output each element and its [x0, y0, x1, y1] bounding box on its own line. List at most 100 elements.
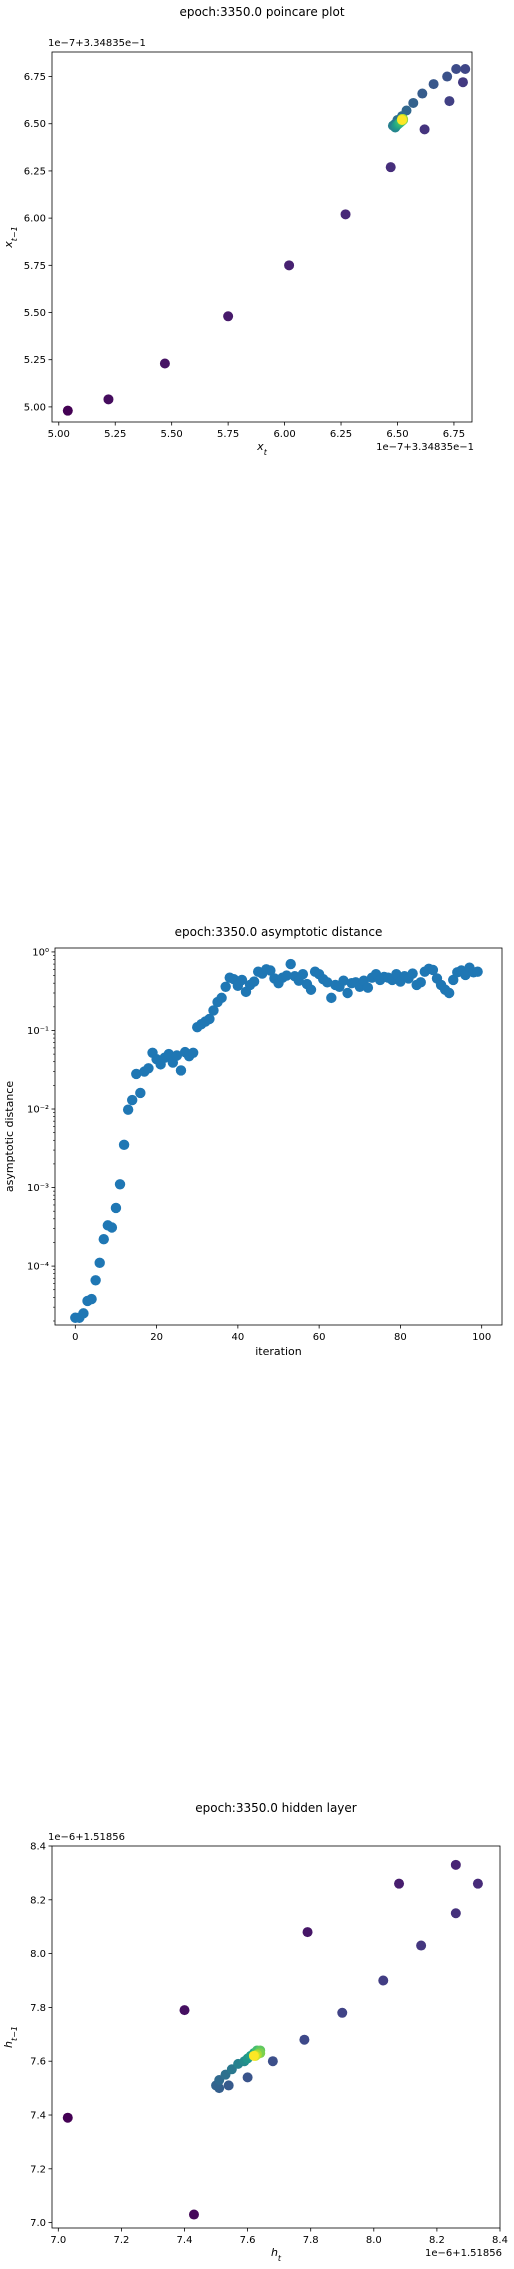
x-tick-label: 5.25 — [104, 429, 126, 440]
data-point — [472, 966, 483, 977]
x-axis-label: ht — [271, 2246, 282, 2263]
y-tick-label: 10⁰ — [32, 947, 49, 958]
data-point — [204, 1013, 215, 1025]
y-tick-label: 8.0 — [30, 1949, 46, 1960]
data-point — [284, 260, 295, 271]
data-point — [159, 358, 170, 369]
data-point — [90, 1275, 101, 1286]
y-tick-label: 5.00 — [24, 402, 46, 413]
y-tick-label: 5.50 — [24, 308, 46, 319]
data-point — [415, 977, 426, 988]
data-point — [223, 311, 234, 322]
x-tick-label: 0 — [72, 1332, 78, 1343]
data-point — [62, 405, 73, 416]
data-point — [342, 987, 353, 999]
x-tick-label: 8.0 — [366, 2235, 382, 2246]
chart-title: epoch:3350.0 poincare plot — [179, 5, 344, 19]
x-axis-label: xt — [256, 440, 268, 457]
y-tick-label: 7.2 — [30, 2164, 46, 2175]
data-point — [338, 975, 349, 986]
data-point — [385, 162, 396, 173]
data-point — [448, 974, 459, 986]
data-point — [110, 1202, 122, 1214]
x-tick-label: 6.50 — [386, 429, 408, 440]
data-point — [442, 71, 453, 82]
y-tick-label: 6.50 — [24, 119, 46, 130]
axes-frame — [54, 947, 503, 1326]
x-tick-label: 20 — [150, 1332, 163, 1343]
data-point — [94, 1257, 105, 1269]
data-point — [179, 2005, 190, 2016]
y-axis-label: xt−1 — [2, 226, 19, 248]
x-tick-label: 80 — [394, 1332, 407, 1343]
data-point — [106, 1222, 118, 1233]
x-tick-label: 8.4 — [492, 2235, 508, 2246]
data-point — [127, 1094, 138, 1106]
data-point — [171, 1050, 183, 1061]
data-point — [397, 114, 407, 125]
data-point — [299, 2034, 310, 2045]
data-point — [248, 2050, 259, 2061]
data-point — [428, 79, 439, 90]
data-point — [216, 992, 227, 1004]
data-point — [444, 96, 455, 107]
data-point — [460, 63, 471, 74]
data-point — [175, 1065, 187, 1076]
y-tick-label: 5.75 — [24, 261, 46, 272]
chart-title: epoch:3350.0 asymptotic distance — [175, 925, 383, 939]
x-tick-label: 6.75 — [443, 429, 465, 440]
y-tick-label: 5.25 — [24, 355, 46, 366]
data-point — [86, 1293, 97, 1305]
data-point — [236, 974, 248, 986]
data-point — [248, 976, 260, 987]
y-tick-label: 7.4 — [30, 2111, 46, 2122]
data-point — [337, 2007, 348, 2018]
data-point — [450, 1908, 461, 1919]
x-tick-label: 6.25 — [330, 429, 352, 440]
data-point — [326, 992, 337, 1004]
data-point — [62, 2112, 73, 2123]
data-point — [472, 1878, 483, 1889]
data-point — [450, 1859, 461, 1870]
x-tick-label: 7.6 — [240, 2235, 256, 2246]
y-tick-label: 7.0 — [30, 2218, 46, 2229]
y-tick-label: 10⁻³ — [27, 1183, 49, 1194]
data-point — [419, 124, 430, 135]
x-tick-label: 5.00 — [48, 429, 70, 440]
data-point — [220, 981, 231, 992]
data-point — [417, 88, 428, 99]
chart-panel-2: epoch:3350.0 asymptotic distance 0 20 40 60 8… — [3, 925, 503, 1358]
data-point — [408, 97, 419, 108]
data-point — [322, 977, 333, 988]
data-point — [98, 1233, 109, 1245]
y-tick-label: 6.00 — [24, 214, 46, 225]
data-point — [305, 984, 317, 995]
x-tick-label: 100 — [472, 1332, 491, 1343]
data-point — [188, 2209, 199, 2220]
data-point — [285, 958, 296, 970]
data-point — [378, 1975, 389, 1986]
chart-panel-3: epoch:3350.0 hidden layer 7.0 7.2 7.4 7.6 7.8… — [2, 1801, 508, 2263]
data-point — [451, 63, 462, 74]
x-tick-label: 7.0 — [50, 2235, 66, 2246]
x-tick-label: 8.2 — [429, 2235, 445, 2246]
x-offset-label: 1e−7+3.34835e−1 — [376, 442, 474, 453]
data-point — [302, 1927, 313, 1938]
chart-panel-1: epoch:3350.0 poincare plot 5.00 5.25 5.50 5.… — [2, 5, 474, 457]
x-tick-label: 60 — [313, 1332, 326, 1343]
x-tick-label: 7.8 — [303, 2235, 319, 2246]
data-point — [265, 965, 276, 976]
y-axis-label: asymptotic distance — [3, 1081, 16, 1192]
y-tick-label: 10⁻⁴ — [27, 1262, 49, 1273]
data-point — [78, 1308, 89, 1319]
y-offset-label: 1e−6+1.51856 — [48, 1832, 125, 1843]
data-point — [131, 1068, 142, 1080]
data-point — [457, 77, 468, 88]
axes-frame — [51, 1845, 501, 2229]
data-point — [394, 1878, 405, 1889]
x-tick-label: 6.00 — [273, 429, 295, 440]
y-tick-label: 7.8 — [30, 2003, 46, 2014]
y-tick-label: 10⁻¹ — [27, 1026, 49, 1037]
